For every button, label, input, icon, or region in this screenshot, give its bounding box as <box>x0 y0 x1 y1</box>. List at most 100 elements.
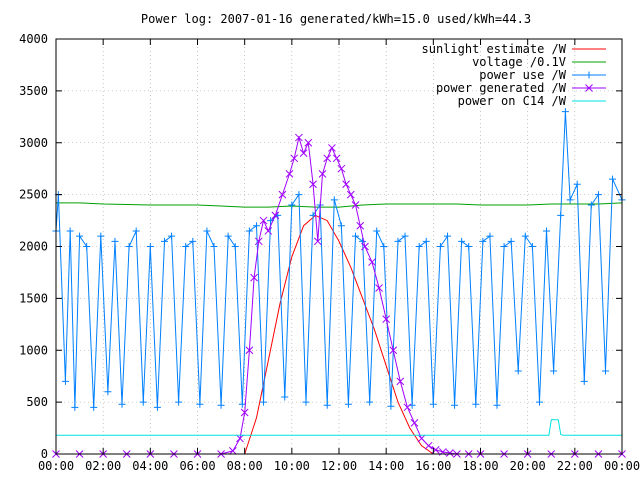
data-point <box>580 377 588 385</box>
data-point <box>83 243 91 250</box>
data-point <box>472 400 480 408</box>
data-point <box>288 201 296 209</box>
data-point <box>394 237 402 245</box>
series-line <box>56 419 622 436</box>
data-point <box>240 408 249 417</box>
data-point <box>535 398 543 406</box>
data-point <box>368 258 376 266</box>
x-tick-label: 08:00 <box>227 459 263 473</box>
x-tick-label: 10:00 <box>274 459 310 473</box>
data-point <box>203 227 211 235</box>
data-point <box>361 242 369 251</box>
data-point <box>521 232 529 240</box>
x-tick-label: 04:00 <box>132 459 168 473</box>
data-point <box>224 232 232 240</box>
data-point <box>125 243 133 250</box>
data-point <box>295 133 303 142</box>
x-tick-label: 06:00 <box>179 459 215 473</box>
data-point <box>271 211 280 220</box>
legend-label: sunlight estimate /W <box>422 42 567 56</box>
data-point <box>493 401 501 409</box>
data-point <box>111 237 119 245</box>
data-point <box>573 180 581 188</box>
data-point <box>245 227 253 235</box>
data-point <box>196 400 204 408</box>
data-point <box>146 243 154 250</box>
series-0 <box>244 214 434 455</box>
y-tick-label: 500 <box>26 395 48 409</box>
data-point <box>189 237 197 245</box>
x-tick-label: 14:00 <box>368 459 404 473</box>
data-point <box>229 447 237 455</box>
data-point <box>76 232 84 240</box>
data-point <box>401 232 409 240</box>
data-point <box>366 398 374 406</box>
data-point <box>168 232 176 240</box>
data-point <box>97 232 105 240</box>
data-point <box>382 315 391 323</box>
data-point <box>182 243 190 250</box>
y-tick-label: 0 <box>41 447 48 461</box>
data-point <box>238 400 246 408</box>
data-point <box>422 237 430 245</box>
data-point <box>346 190 355 199</box>
data-point <box>436 243 444 250</box>
legend-label: power on C14 /W <box>458 94 567 108</box>
data-point <box>514 367 522 375</box>
data-point <box>153 403 161 411</box>
data-point <box>260 398 268 406</box>
data-point <box>313 237 322 246</box>
data-point <box>299 149 308 157</box>
data-point <box>217 401 225 409</box>
x-tick-label: 02:00 <box>85 459 121 473</box>
data-point <box>254 237 263 246</box>
data-point <box>332 154 341 163</box>
data-point <box>323 401 331 409</box>
data-point <box>328 144 336 152</box>
x-tick-label: 20:00 <box>510 459 546 473</box>
data-point <box>71 403 79 411</box>
data-point <box>594 191 602 199</box>
data-point <box>337 164 346 173</box>
data-point <box>278 190 287 199</box>
data-point <box>281 393 289 401</box>
data-point <box>429 400 437 408</box>
x-tick-label: 00:00 <box>604 459 640 473</box>
data-point <box>344 400 352 408</box>
data-point <box>566 196 574 204</box>
data-point <box>337 222 345 230</box>
data-point <box>264 227 273 235</box>
data-point <box>389 346 398 355</box>
data-point <box>410 419 419 427</box>
series-3 <box>52 133 626 458</box>
data-point <box>415 243 423 250</box>
data-point <box>443 232 451 240</box>
data-point <box>396 377 405 386</box>
data-point <box>356 221 365 230</box>
data-point <box>309 180 317 189</box>
data-point <box>318 170 327 178</box>
data-point <box>252 222 260 230</box>
data-point <box>352 232 360 240</box>
data-point <box>373 227 381 235</box>
chart-title: Power log: 2007-01-16 generated/kWh=15.0… <box>141 12 531 26</box>
data-point <box>245 346 254 355</box>
data-point <box>259 216 268 225</box>
y-tick-label: 4000 <box>19 32 48 46</box>
data-point <box>445 449 454 457</box>
data-point <box>304 138 313 147</box>
series-line <box>244 214 434 455</box>
data-point <box>231 243 239 250</box>
series-2 <box>52 108 626 411</box>
legend-label: power generated /W <box>436 81 567 95</box>
data-point <box>290 154 299 163</box>
data-point <box>210 243 218 250</box>
y-tick-label: 1000 <box>19 343 48 357</box>
legend-marker <box>585 71 593 79</box>
data-point <box>479 237 487 245</box>
data-point <box>465 243 473 250</box>
data-point <box>601 367 609 375</box>
x-tick-label: 00:00 <box>38 459 74 473</box>
data-point <box>250 273 258 282</box>
